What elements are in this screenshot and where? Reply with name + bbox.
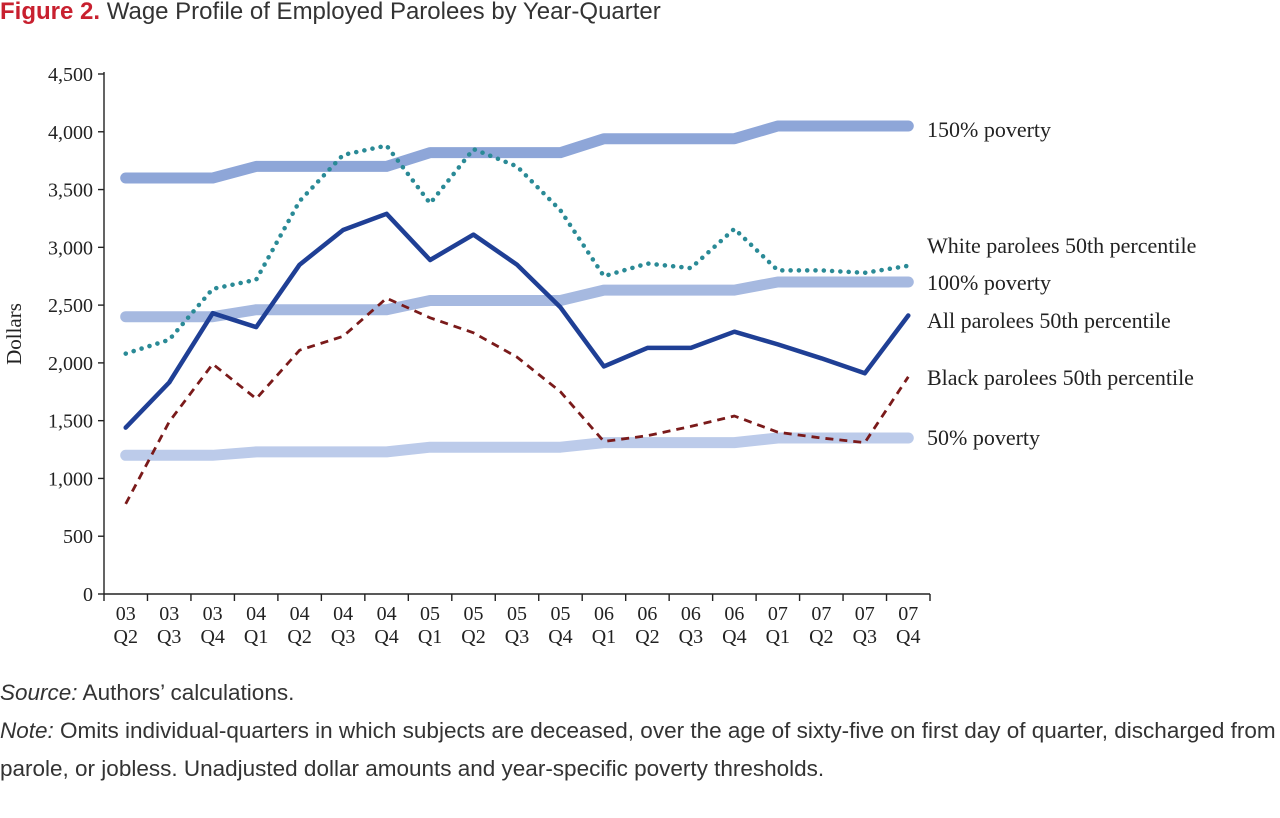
y-tick-label: 3,500	[48, 180, 93, 202]
x-tick-label-year: 05	[464, 603, 484, 625]
series-label-black-parolees-50th-percentile: Black parolees 50th percentile	[927, 365, 1194, 390]
x-tick-label-year: 06	[637, 603, 657, 625]
y-tick-label: 2,500	[48, 295, 93, 317]
source-label: Source:	[0, 680, 78, 705]
x-tick-label-year: 05	[550, 603, 570, 625]
note-label: Note:	[0, 718, 54, 743]
x-tick-label-quarter: Q3	[331, 626, 355, 648]
x-tick-label-quarter: Q4	[374, 626, 398, 648]
x-tick-label-quarter: Q1	[418, 626, 442, 648]
series-line-white-parolees-50th-percentile	[123, 143, 911, 356]
series-line-100-poverty	[120, 276, 914, 323]
x-tick-label-quarter: Q3	[505, 626, 529, 648]
series-label-all-parolees-50th-percentile: All parolees 50th percentile	[927, 308, 1171, 333]
x-tick-label-year: 05	[507, 603, 527, 625]
x-tick-label-quarter: Q4	[548, 626, 572, 648]
x-tick-label-year: 07	[811, 603, 831, 625]
series-label-100-poverty: 100% poverty	[927, 270, 1051, 295]
figure-title-text: Wage Profile of Employed Parolees by Yea…	[106, 0, 661, 25]
series-line-all-parolees-50th-percentile	[123, 211, 911, 430]
y-tick-label: 3,000	[48, 237, 93, 259]
x-tick-label-year: 07	[768, 603, 788, 625]
x-tick-label-year: 06	[594, 603, 614, 625]
x-tick-label-quarter: Q3	[157, 626, 181, 648]
x-tick-label-quarter: Q4	[722, 626, 746, 648]
x-tick-label-year: 03	[116, 603, 136, 625]
x-tick-label-quarter: Q1	[766, 626, 790, 648]
source-text: Authors’ calculations.	[77, 680, 295, 705]
figure-notes: Source: Authors’ calculations. Note: Omi…	[0, 674, 1280, 788]
x-tick-label-year: 06	[681, 603, 701, 625]
x-tick-label-quarter: Q2	[809, 626, 833, 648]
figure-title: Figure 2. Wage Profile of Employed Parol…	[0, 0, 661, 26]
x-tick-label-year: 04	[246, 603, 266, 625]
series-label-white-parolees-50th-percentile: White parolees 50th percentile	[927, 233, 1196, 258]
line-chart: 0 500 1,000 1,500 2,000 2,500 3,000 3,500 4,000 4…	[2, 64, 1196, 648]
y-tick-label: 0	[83, 584, 93, 606]
series-label-50-poverty: 50% poverty	[927, 425, 1040, 450]
series-line-50-poverty	[120, 432, 914, 461]
x-tick-label-quarter: Q2	[635, 626, 659, 648]
y-tick-label: 1,000	[48, 468, 93, 490]
series-layer	[120, 120, 914, 505]
note-paragraph: Note: Omits individual-quarters in which…	[0, 712, 1280, 788]
x-tick-label-year: 04	[377, 603, 397, 625]
label-layer: 150% poverty White parolees 50th percenti…	[927, 117, 1196, 450]
figure-number: Figure 2.	[0, 0, 101, 25]
x-tick-label-year: 07	[855, 603, 875, 625]
y-tick-label: 4,500	[48, 64, 93, 86]
x-tick-label-quarter: Q3	[679, 626, 703, 648]
x-tick-label-year: 04	[333, 603, 353, 625]
axis-layer: 0 500 1,000 1,500 2,000 2,500 3,000 3,500 4,000 4…	[2, 64, 931, 648]
note-text: Omits individual-quarters in which subje…	[0, 718, 1276, 781]
x-tick-label-year: 05	[420, 603, 440, 625]
series-line-150-poverty	[120, 120, 914, 184]
y-tick-label: 4,000	[48, 122, 93, 144]
series-line-black-parolees-50th-percentile	[124, 296, 910, 505]
y-tick-label: 1,500	[48, 411, 93, 433]
x-tick-label-year: 03	[159, 603, 179, 625]
x-tick-label-quarter: Q4	[896, 626, 920, 648]
y-tick-label: 2,000	[48, 353, 93, 375]
y-tick-label: 500	[63, 526, 93, 548]
x-tick-label-year: 03	[203, 603, 223, 625]
y-axis-title: Dollars	[2, 303, 26, 365]
x-tick-label-year: 07	[898, 603, 918, 625]
x-tick-label-quarter: Q1	[592, 626, 616, 648]
x-tick-label-year: 04	[290, 603, 310, 625]
series-label-150-poverty: 150% poverty	[927, 117, 1051, 142]
x-tick-label-quarter: Q1	[244, 626, 268, 648]
x-tick-label-quarter: Q2	[461, 626, 485, 648]
x-tick-label-year: 06	[724, 603, 744, 625]
x-tick-label-quarter: Q4	[200, 626, 224, 648]
x-tick-label-quarter: Q3	[853, 626, 877, 648]
x-tick-label-quarter: Q2	[287, 626, 311, 648]
x-tick-label-quarter: Q2	[114, 626, 138, 648]
source-line: Source: Authors’ calculations.	[0, 674, 1280, 712]
